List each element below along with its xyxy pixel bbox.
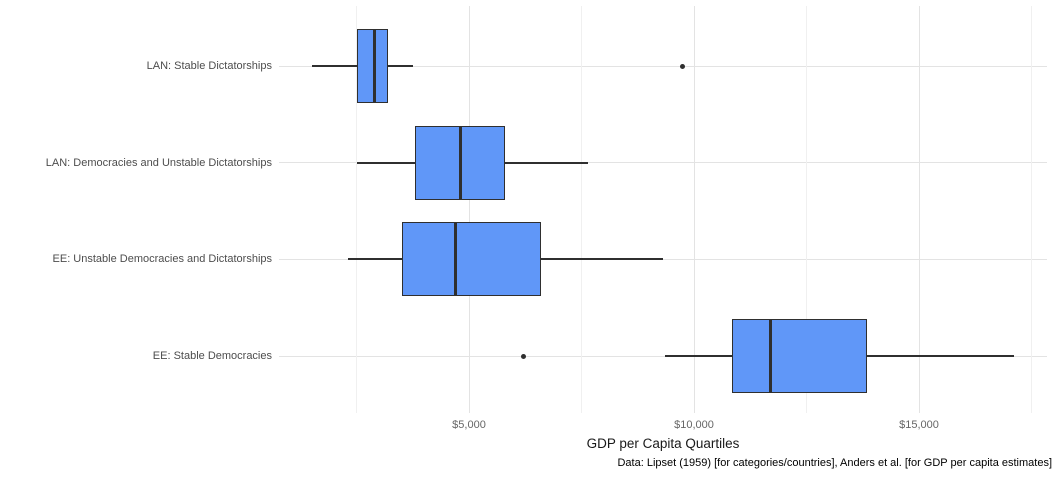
x-tick-label: $15,000 [899, 419, 939, 431]
row-gridline [279, 355, 1047, 357]
gridline-major [693, 6, 695, 413]
y-axis-label: EE: Stable Democracies [152, 350, 272, 362]
median-line [454, 222, 457, 297]
data-source-caption: Data: Lipset (1959) [for categories/coun… [617, 457, 1052, 469]
gridline-major [468, 6, 470, 413]
gridline-minor [806, 6, 807, 413]
box [401, 222, 541, 297]
gridline-minor [581, 6, 582, 413]
box [732, 319, 868, 393]
y-axis-label: LAN: Stable Dictatorships [146, 60, 272, 72]
row-gridline [279, 162, 1047, 164]
median-line [373, 29, 376, 103]
x-tick-label: $5,000 [452, 419, 486, 431]
median-line [769, 319, 772, 393]
box [356, 29, 388, 103]
x-axis-title: GDP per Capita Quartiles [586, 436, 740, 451]
y-axis-label: LAN: Democracies and Unstable Dictatorsh… [45, 156, 272, 169]
gridline-major [918, 6, 920, 413]
gridline-minor [1031, 6, 1032, 413]
y-axis-label: EE: Unstable Democracies and Dictatorshi… [52, 253, 272, 266]
row-gridline [279, 258, 1047, 260]
x-tick-label: $10,000 [674, 419, 714, 431]
outlier-point [680, 63, 686, 69]
gridline-minor [356, 6, 357, 413]
outlier-point [520, 353, 526, 359]
plot-panel [279, 6, 1047, 413]
row-gridline [279, 65, 1047, 67]
median-line [458, 125, 462, 200]
